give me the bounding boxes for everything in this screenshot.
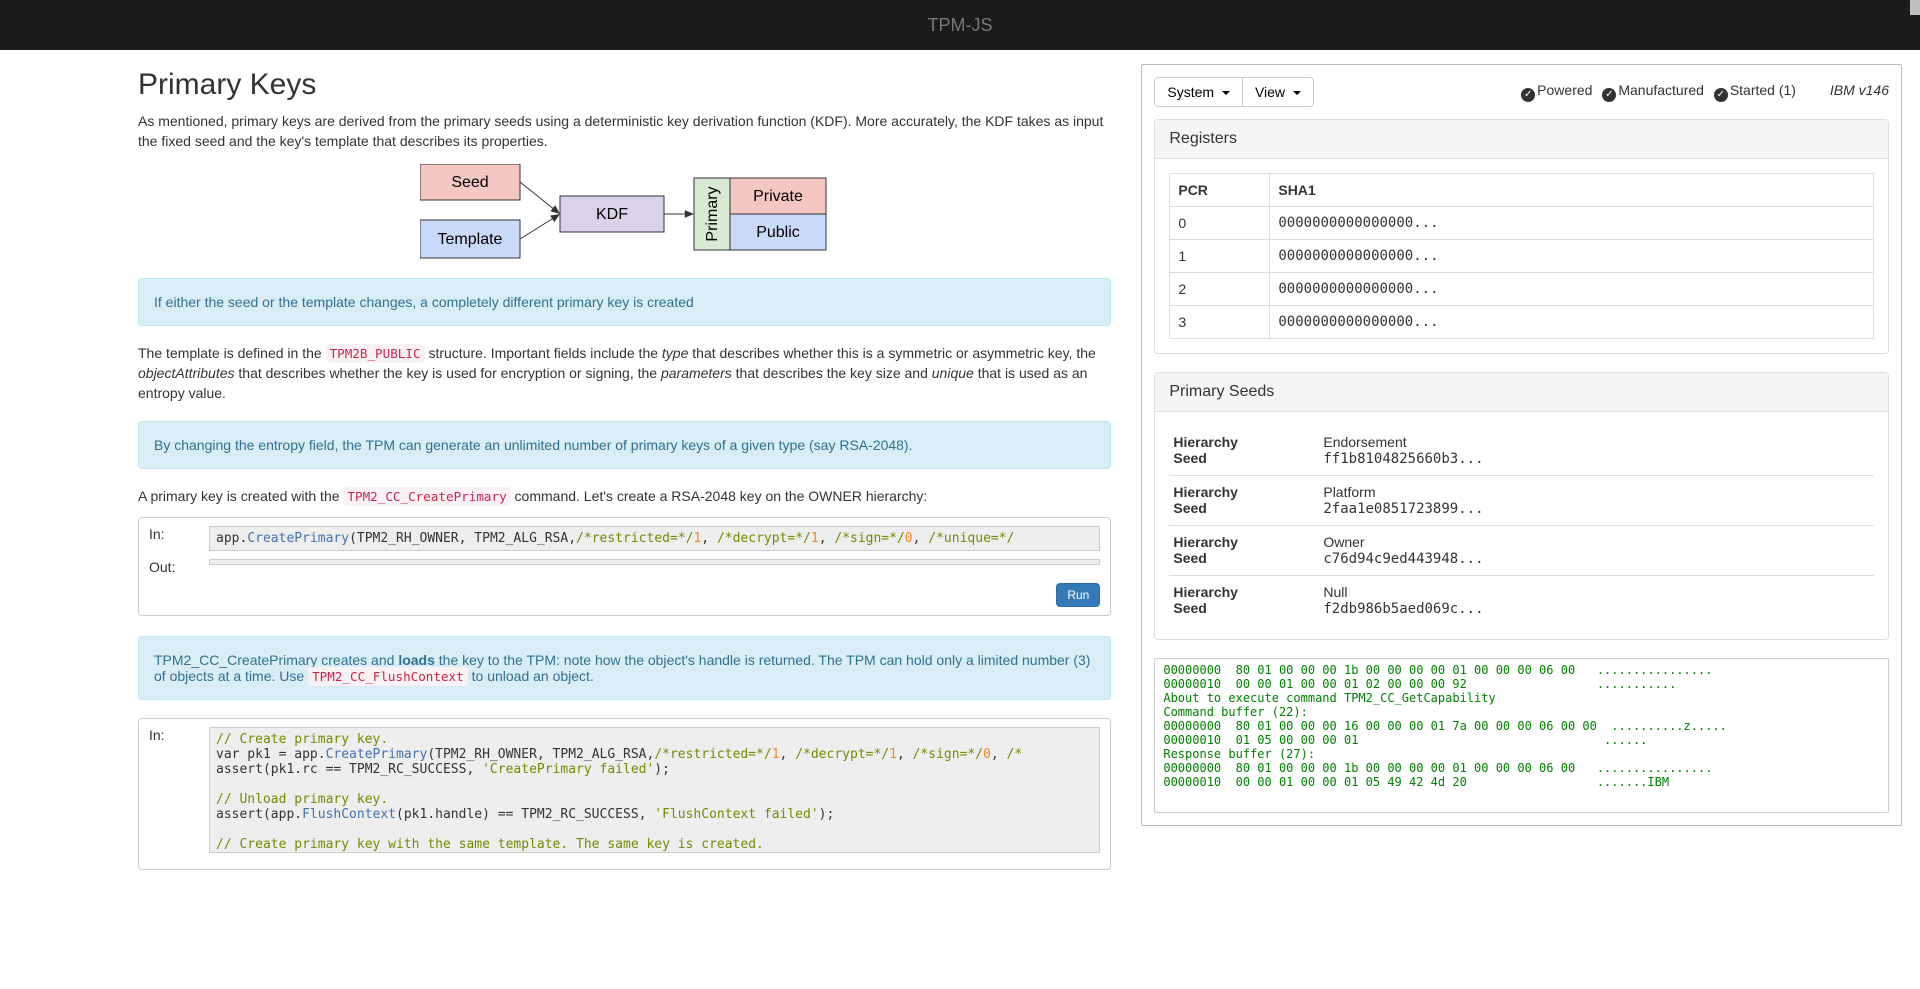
table-row: HierarchySeedPlatform2faa1e0851723899... xyxy=(1169,476,1874,526)
svg-text:Seed: Seed xyxy=(451,174,488,191)
system-menu[interactable]: System xyxy=(1154,77,1243,107)
seeds-table: HierarchySeedEndorsementff1b8104825660b3… xyxy=(1169,426,1874,625)
doc-column: Primary Keys As mentioned, primary keys … xyxy=(8,50,1131,870)
para-createprimary: A primary key is created with the TPM2_C… xyxy=(138,487,1111,507)
callout-loads: TPM2_CC_CreatePrimary creates and loads … xyxy=(138,636,1111,700)
svg-text:Primary: Primary xyxy=(704,186,721,241)
view-menu[interactable]: View xyxy=(1243,77,1314,107)
scrollbar-indicator[interactable] xyxy=(1910,0,1920,15)
para-intro: As mentioned, primary keys are derived f… xyxy=(138,112,1111,152)
run-button[interactable]: Run xyxy=(1056,583,1100,607)
brand-text: TPM-JS xyxy=(928,15,993,36)
svg-text:Private: Private xyxy=(753,188,803,205)
in-label-2: In: xyxy=(149,727,195,743)
col-sha1: SHA1 xyxy=(1270,174,1874,207)
code-tpm2b-public: TPM2B_PUBLIC xyxy=(326,344,425,363)
log-output[interactable]: 00000000 80 01 00 00 00 1b 00 00 00 00 0… xyxy=(1154,658,1889,813)
para-template: The template is defined in the TPM2B_PUB… xyxy=(138,344,1111,404)
out-label: Out: xyxy=(149,559,195,575)
svg-text:Public: Public xyxy=(756,224,800,241)
caret-icon xyxy=(1289,84,1301,100)
callout-seed-change: If either the seed or the template chang… xyxy=(138,278,1111,326)
registers-title: Registers xyxy=(1155,120,1888,159)
kdf-diagram: Seed Template KDF Private Public Primary xyxy=(138,164,1111,260)
table-row: 00000000000000000... xyxy=(1170,207,1874,240)
code-input-2[interactable]: // Create primary key. var pk1 = app.Cre… xyxy=(209,727,1100,853)
code-createprimary: TPM2_CC_CreatePrimary xyxy=(343,487,510,506)
code-flushcontext: TPM2_CC_FlushContext xyxy=(308,667,468,686)
status-line: ✓Powered ✓Manufactured ✓Started (1) IBM … xyxy=(1515,82,1889,102)
page-heading: Primary Keys xyxy=(138,68,1111,102)
side-column: System View ✓Powered ✓Manufactured ✓Star… xyxy=(1131,50,1912,870)
table-row: HierarchySeedEndorsementff1b8104825660b3… xyxy=(1169,426,1874,476)
caret-icon xyxy=(1218,84,1230,100)
seeds-title: Primary Seeds xyxy=(1155,373,1888,412)
registers-card: Registers PCR SHA1 00000000000000000...1… xyxy=(1154,119,1889,354)
table-row: HierarchySeedOwnerc76d94c9ed443948... xyxy=(1169,526,1874,576)
registers-table: PCR SHA1 00000000000000000...10000000000… xyxy=(1169,173,1874,339)
side-panel: System View ✓Powered ✓Manufactured ✓Star… xyxy=(1141,64,1902,826)
code-input-1[interactable]: app.CreatePrimary(TPM2_RH_OWNER, TPM2_AL… xyxy=(209,526,1100,551)
top-nav: TPM-JS xyxy=(0,0,1920,50)
table-row: HierarchySeedNullf2db986b5aed069c... xyxy=(1169,576,1874,626)
callout-entropy: By changing the entropy field, the TPM c… xyxy=(138,421,1111,469)
ibm-version: IBM v146 xyxy=(1830,82,1889,98)
in-label: In: xyxy=(149,526,195,542)
table-row: 20000000000000000... xyxy=(1170,273,1874,306)
code-output-1 xyxy=(209,559,1100,565)
table-row: 30000000000000000... xyxy=(1170,306,1874,339)
run-block-1: In: app.CreatePrimary(TPM2_RH_OWNER, TPM… xyxy=(138,517,1111,616)
check-icon: ✓ xyxy=(1602,88,1616,102)
table-row: 10000000000000000... xyxy=(1170,240,1874,273)
col-pcr: PCR xyxy=(1170,174,1270,207)
check-icon: ✓ xyxy=(1714,88,1728,102)
run-block-2: In: // Create primary key. var pk1 = app… xyxy=(138,718,1111,870)
check-icon: ✓ xyxy=(1521,88,1535,102)
svg-text:KDF: KDF xyxy=(596,206,628,223)
svg-text:Template: Template xyxy=(437,231,502,248)
seeds-card: Primary Seeds HierarchySeedEndorsementff… xyxy=(1154,372,1889,640)
